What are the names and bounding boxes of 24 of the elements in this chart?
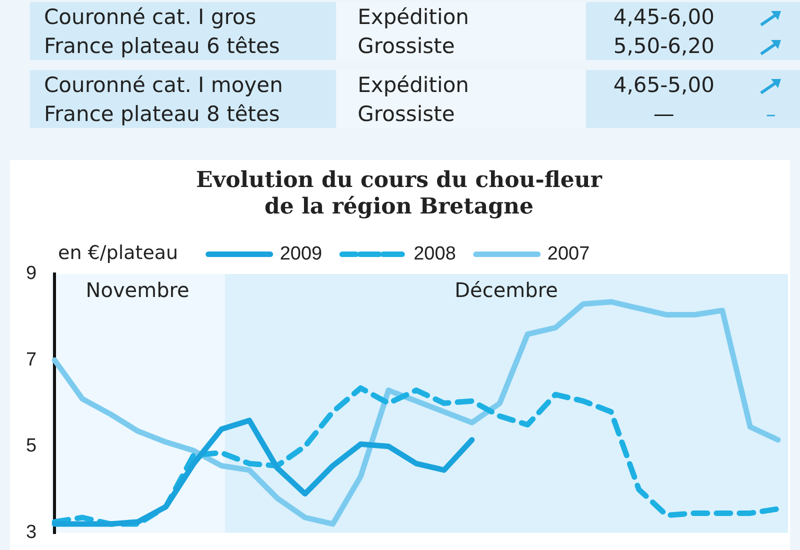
annotation: Novembre: [86, 278, 190, 302]
legend-label: 2008: [414, 244, 456, 265]
chart-title: Evolution du cours du chou-fleur de la région Bretagne: [196, 166, 602, 220]
text: Expédition: [336, 2, 586, 31]
y-tick-label: 7: [26, 349, 37, 370]
text: Couronné cat. I moyen: [43, 72, 284, 96]
text: 4,45-6,00: [586, 4, 742, 28]
text: Couronné cat. I gros: [43, 4, 258, 28]
legend-label: 2009: [280, 244, 322, 265]
text: –: [764, 102, 777, 126]
y-tick-label: 3: [26, 522, 37, 543]
annotation: Décembre: [454, 278, 558, 302]
text: 4,65-5,00: [586, 72, 742, 96]
text: Grossiste: [336, 99, 586, 128]
text: France plateau 8 têtes: [43, 102, 281, 126]
y-axis-title: en €/plateau: [58, 242, 178, 264]
text: France plateau 6 têtes: [43, 34, 281, 58]
y-tick-label: 5: [26, 436, 37, 457]
y-tick-label: 9: [26, 263, 37, 284]
text: 5,50-6,20: [586, 34, 742, 58]
text: —: [586, 102, 742, 126]
legend-label: 2007: [547, 244, 590, 265]
text: Grossiste: [336, 31, 586, 60]
text: Expédition: [336, 70, 586, 99]
